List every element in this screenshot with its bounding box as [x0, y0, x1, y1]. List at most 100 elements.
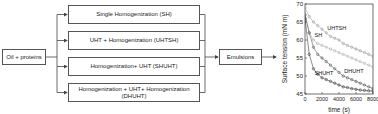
connector — [200, 40, 205, 41]
y-tick — [305, 40, 307, 41]
y-tick — [305, 4, 307, 5]
data-point — [325, 46, 327, 48]
data-point — [317, 42, 319, 44]
data-point — [308, 53, 310, 55]
data-point — [359, 82, 361, 84]
data-point — [346, 55, 348, 57]
x-tick-label: 2000 — [316, 96, 328, 102]
data-point — [325, 78, 327, 80]
data-point — [312, 46, 314, 48]
series-line — [305, 18, 373, 91]
data-point — [355, 59, 357, 61]
data-point — [346, 86, 348, 88]
series-label: DHUHT — [344, 68, 364, 74]
connector — [57, 14, 67, 15]
x-tick — [356, 92, 357, 94]
data-point — [338, 39, 340, 41]
data-point — [363, 62, 365, 64]
data-point — [372, 87, 373, 89]
data-point — [321, 77, 323, 79]
data-point — [342, 42, 344, 44]
data-point — [329, 35, 331, 37]
x-tick — [339, 92, 340, 94]
data-point — [372, 55, 373, 57]
step-box: Homogenization + UHT+ Homogenization (DH… — [68, 83, 200, 102]
x-tick-label: 0 — [303, 96, 306, 102]
data-point — [351, 57, 353, 59]
data-point — [317, 24, 319, 26]
connector — [57, 15, 58, 93]
data-point — [372, 66, 373, 68]
data-point — [342, 86, 344, 88]
data-point — [346, 44, 348, 46]
series-label: SH — [315, 32, 323, 38]
data-point — [312, 39, 314, 41]
connector — [57, 66, 67, 67]
data-point — [321, 57, 323, 59]
data-point — [363, 51, 365, 53]
y-axis-label: Surface tension (mN m) — [281, 15, 289, 84]
data-point — [342, 75, 344, 77]
data-point — [308, 15, 310, 17]
data-point — [346, 77, 348, 79]
data-point — [368, 86, 370, 88]
data-point — [312, 21, 314, 23]
data-point — [317, 53, 319, 55]
x-tick — [322, 92, 323, 94]
connector — [46, 57, 57, 58]
data-point — [329, 80, 331, 82]
end-box: Emulsions — [219, 49, 262, 65]
data-point — [355, 80, 357, 82]
series-line — [305, 15, 373, 89]
series-label: SHUHT — [315, 70, 335, 76]
data-point — [359, 50, 361, 52]
data-point — [334, 37, 336, 39]
x-tick-label: 8000 — [367, 96, 378, 102]
data-point — [363, 89, 365, 91]
data-point — [321, 44, 323, 46]
y-tick-label: 55 — [296, 55, 303, 61]
figure: 45505560657002000400060008000time (s)Sur… — [0, 0, 378, 114]
data-point — [351, 46, 353, 48]
connector — [57, 92, 67, 93]
x-tick-label: 6000 — [350, 96, 362, 102]
y-tick-label: 50 — [296, 73, 303, 79]
step-box: Single Homogenization (SH) — [68, 5, 200, 24]
data-point — [321, 28, 323, 30]
data-point — [368, 64, 370, 66]
connector — [205, 15, 206, 93]
step-box: UHT + Homogenization (UHTSH) — [68, 31, 200, 50]
data-point — [334, 50, 336, 52]
data-point — [338, 71, 340, 73]
data-point — [355, 48, 357, 50]
data-point — [368, 90, 370, 92]
connector — [200, 66, 205, 67]
y-tick — [305, 58, 307, 59]
connector — [57, 40, 67, 41]
x-axis-label: time (s) — [328, 106, 350, 114]
data-point — [342, 53, 344, 55]
data-point — [338, 51, 340, 53]
series-label: UHTSH — [327, 25, 346, 31]
y-tick — [305, 76, 307, 77]
data-point — [359, 60, 361, 62]
connector — [200, 14, 205, 15]
data-point — [359, 89, 361, 91]
data-point — [305, 14, 306, 16]
x-tick — [305, 92, 306, 94]
y-tick-label: 60 — [296, 37, 303, 43]
series-line — [305, 8, 373, 57]
data-point — [329, 64, 331, 66]
data-point — [329, 48, 331, 50]
plot-frame — [305, 4, 373, 94]
connector — [200, 92, 205, 93]
data-point — [325, 60, 327, 62]
y-tick-label: 65 — [296, 19, 303, 25]
connector — [262, 57, 276, 58]
data-point — [355, 88, 357, 90]
start-box: Oil + proteins — [2, 49, 46, 65]
x-tick-label: 4000 — [333, 96, 345, 102]
data-point — [351, 78, 353, 80]
data-point — [363, 84, 365, 86]
data-point — [351, 87, 353, 89]
